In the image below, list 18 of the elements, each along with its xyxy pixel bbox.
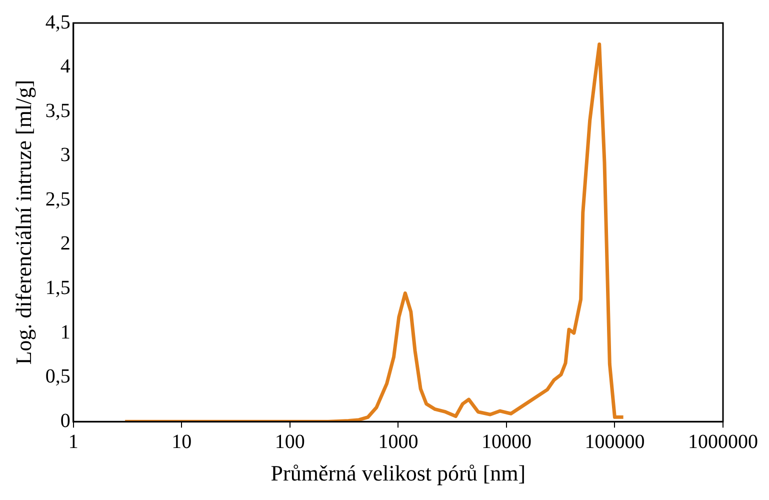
x-tick-label: 10 bbox=[172, 430, 192, 453]
x-tick-label: 100 bbox=[274, 430, 305, 453]
y-tick-label: 1,5 bbox=[45, 276, 70, 299]
y-tick-label: 3,5 bbox=[45, 100, 70, 122]
x-tick-label: 1000000 bbox=[688, 430, 758, 453]
y-tick-label: 2,5 bbox=[45, 188, 70, 210]
y-tick-label: 0 bbox=[60, 410, 70, 432]
y-tick-label: 2 bbox=[60, 232, 70, 255]
y-tick-label: 4,5 bbox=[45, 11, 70, 34]
x-tick-label: 100000 bbox=[584, 430, 645, 453]
y-tick-label: 3 bbox=[60, 144, 70, 166]
y-tick-label: 0,5 bbox=[45, 366, 70, 388]
y-axis-title: Log. diferenciální intruze [ml/g] bbox=[10, 80, 36, 365]
x-tick-label: 10000 bbox=[481, 430, 532, 453]
y-tick-label: 1 bbox=[60, 321, 70, 344]
x-axis-title: Průměrná velikost pórů [nm] bbox=[270, 460, 526, 486]
y-tick-label: 4 bbox=[60, 56, 70, 78]
x-tick-label: 1000 bbox=[378, 430, 418, 453]
